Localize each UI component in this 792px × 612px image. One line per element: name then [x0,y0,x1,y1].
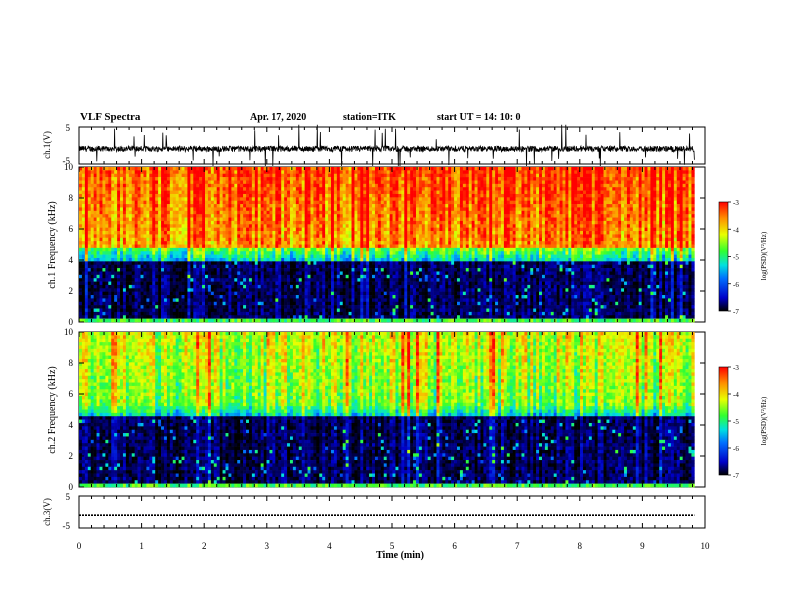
time-tick-label: 1 [139,541,144,551]
ch3-timeseries-panel: 5 -5 ch.3(V) 0 1 2 3 4 5 6 7 8 9 10 Time (min) [42,127,710,561]
ch1-spectrogram [79,167,695,323]
ch1-ytick-top: 5 [66,123,71,133]
ch3-ytick-bottom: -5 [63,521,71,531]
spec1-ytick: 10 [64,162,74,172]
plot-title: VLF Spectra [80,111,141,123]
time-axis: 0 1 2 3 4 5 6 7 8 9 10 [77,127,710,551]
ch2-spectrogram [79,332,695,488]
spec2-ytick: 6 [69,389,74,399]
ch1-trace [78,124,695,167]
ch2-colorbar-label: log(PSD)(V²/Hz) [760,396,768,445]
spec2-ytick: 2 [69,451,74,461]
colorbar-tick-label: -7 [733,472,739,480]
ch1-colorbar-ticks: -3 -4 -5 -6 -7 [728,199,739,316]
ch1-colorbar-label: log(PSD)(V²/Hz) [760,231,768,280]
ch2-spec-ylabel: ch.2 Frequency (kHz) [47,366,58,453]
time-tick-label: 10 [701,541,711,551]
date-label: Apr. 17, 2020 [250,112,307,123]
time-tick-label: 7 [515,541,520,551]
time-axis-label: Time (min) [376,550,424,561]
ch1-colorbar: -3 -4 -5 -6 -7 log(PSD)(V²/Hz) [718,199,768,316]
time-tick-label: 2 [202,541,207,551]
time-tick-label: 5 [390,541,395,551]
ch3-ytick-top: 5 [66,492,71,502]
time-tick-label: 0 [77,541,82,551]
time-tick-label: 6 [452,541,457,551]
ch1-ytick-bottom: -5 [63,156,71,166]
ch3-ylabel: ch.3(V) [42,498,52,526]
time-tick-label: 4 [327,541,332,551]
colorbar-tick-label: -4 [733,391,739,399]
ch2-spectrogram-panel: 0 2 4 6 8 10 ch.2 Frequency (kHz) [47,327,706,492]
start-time-label: start UT = 14: 10: 0 [437,112,521,123]
colorbar-tick-label: -3 [733,364,739,372]
spec2-ytick: 0 [69,482,74,492]
ch2-colorbar: -3 -4 -5 -6 -7 log(PSD)(V²/Hz) [718,364,768,480]
colorbar-tick-label: -6 [733,445,739,453]
ch1-timeseries-panel: 5 -5 ch.1(V) [42,123,706,167]
ch1-yaxis: 0 2 4 6 8 10 [64,162,705,327]
spec1-ytick: 6 [69,224,74,234]
colorbar-tick-label: -6 [733,281,739,289]
ch1-spec-ylabel: ch.1 Frequency (kHz) [47,201,58,288]
spec2-ytick: 10 [64,327,74,337]
ch2-yaxis: 0 2 4 6 8 10 [64,327,705,492]
spec1-ytick: 0 [69,317,74,327]
ch2-colorbar-ticks: -3 -4 -5 -6 -7 [728,364,739,480]
time-tick-label: 9 [640,541,645,551]
time-tick-label: 8 [578,541,583,551]
colorbar-tick-label: -5 [733,254,739,262]
station-label: station=ITK [343,112,396,123]
spec2-ytick: 8 [69,358,74,368]
colorbar-tick-label: -4 [733,226,739,234]
spec1-ytick: 4 [69,255,74,265]
time-tick-label: 3 [265,541,270,551]
spec1-ytick: 2 [69,286,74,296]
ch1-spectrogram-panel: 0 2 4 6 8 10 ch.1 Frequency (kHz) [47,162,706,327]
colorbar-tick-label: -5 [733,418,739,426]
colorbar-tick-label: -7 [733,308,739,316]
colorbar-tick-label: -3 [733,199,739,207]
ch1-ylabel: ch.1(V) [42,131,52,159]
spec1-ytick: 8 [69,193,74,203]
spec2-ytick: 4 [69,420,74,430]
